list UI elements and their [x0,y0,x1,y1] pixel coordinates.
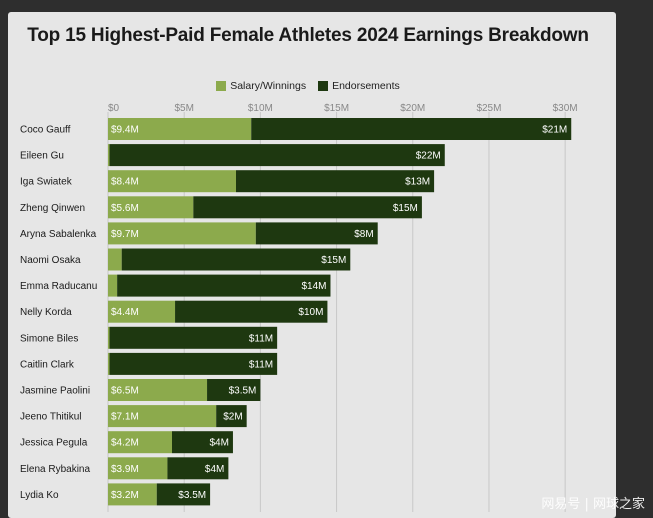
category-label: Aryna Sabalenka [20,229,97,240]
bar-salary [108,248,122,271]
data-label-salary: $9.4M [111,125,139,136]
category-label: Naomi Osaka [20,255,81,266]
category-label: Zheng Qinwen [20,203,85,214]
data-label-endorsements: $11M [249,333,273,344]
data-label-salary: $8.4M [111,177,139,188]
bar-endorsements [216,405,247,428]
data-label-salary: $3.9M [111,464,139,475]
watermark-text: 网易号 | 网球之家 [541,497,645,512]
bar-salary [108,352,110,375]
data-label-endorsements: $22M [416,151,441,162]
bar-salary [108,144,110,167]
data-label-salary: $7.1M [111,412,139,423]
data-label-endorsements: $2M [223,412,242,423]
category-label: Nelly Korda [20,307,72,318]
bar-endorsements [109,326,278,349]
category-label: Jessica Pegula [20,438,88,449]
x-tick-label: $25M [476,103,501,114]
data-label-salary: $4.2M [111,438,139,449]
bar-salary [108,405,217,428]
data-label-salary: $5.6M [111,203,139,214]
data-label-endorsements: $4M [209,438,228,449]
bar-endorsements [121,248,351,271]
category-label: Iga Swiatek [20,177,73,188]
data-label-endorsements: $10M [298,307,323,318]
data-label-endorsements: $3.5M [178,490,206,501]
x-tick-label: $20M [400,103,425,114]
legend-label-salary: Salary/Winnings [230,80,307,92]
bar-endorsements [236,170,435,193]
x-tick-label: $10M [248,103,273,114]
bar-salary [108,431,172,454]
x-tick-label: $0 [108,103,120,114]
category-label: Jeeno Thitikul [20,412,82,423]
category-label: Emma Raducanu [20,281,97,292]
data-label-endorsements: $15M [321,255,346,266]
bar-endorsements [172,431,233,454]
category-label: Simone Biles [20,333,78,344]
x-tick-label: $5M [174,103,193,114]
data-label-endorsements: $3.5M [229,386,257,397]
bar-salary [108,326,110,349]
category-label: Lydia Ko [20,490,59,501]
chart-title: Top 15 Highest-Paid Female Athletes 2024… [27,25,589,46]
data-label-endorsements: $11M [249,359,273,370]
bar-endorsements [255,222,378,245]
bar-salary [108,118,252,140]
bar-endorsements [207,379,261,401]
bar-salary [108,222,256,245]
bar-salary [108,483,157,506]
bar-endorsements [109,352,278,375]
bar-endorsements [175,300,328,323]
bar-endorsements [193,196,422,219]
category-label: Eileen Gu [20,151,64,162]
bar-endorsements [109,144,445,167]
data-label-salary: $3.2M [111,490,139,501]
bar-salary [108,196,194,219]
category-label: Caitlin Clark [20,359,75,370]
category-label: Coco Gauff [20,125,71,136]
data-label-salary: $9.7M [111,229,139,240]
bar-endorsements [117,274,331,297]
data-label-endorsements: $4M [205,464,224,475]
bar-salary [108,300,176,323]
data-label-endorsements: $21M [542,125,567,136]
category-label: Elena Rybakina [20,464,90,475]
data-label-endorsements: $15M [393,203,418,214]
data-label-endorsements: $8M [354,229,373,240]
bar-salary [108,274,118,297]
legend-swatch-endorsements [318,81,329,91]
data-label-endorsements: $13M [405,177,430,188]
legend-item-endorsements: Endorsements [318,80,400,92]
chart-legend: Salary/Winnings Endorsements [0,80,616,92]
legend-label-endorsements: Endorsements [332,80,400,92]
data-label-salary: $4.4M [111,307,139,318]
legend-swatch-salary [216,81,227,91]
bar-salary [108,457,168,480]
category-label: Jasmine Paolini [20,386,90,397]
x-tick-label: $15M [324,103,349,114]
bar-endorsements [251,118,572,140]
legend-item-salary: Salary/Winnings [216,80,306,92]
data-label-salary: $6.5M [111,386,139,397]
bar-endorsements [167,457,229,480]
x-tick-label: $30M [553,103,578,114]
data-label-endorsements: $14M [301,281,326,292]
bar-endorsements [156,483,211,506]
bar-salary [108,170,236,193]
bar-salary [108,379,208,401]
